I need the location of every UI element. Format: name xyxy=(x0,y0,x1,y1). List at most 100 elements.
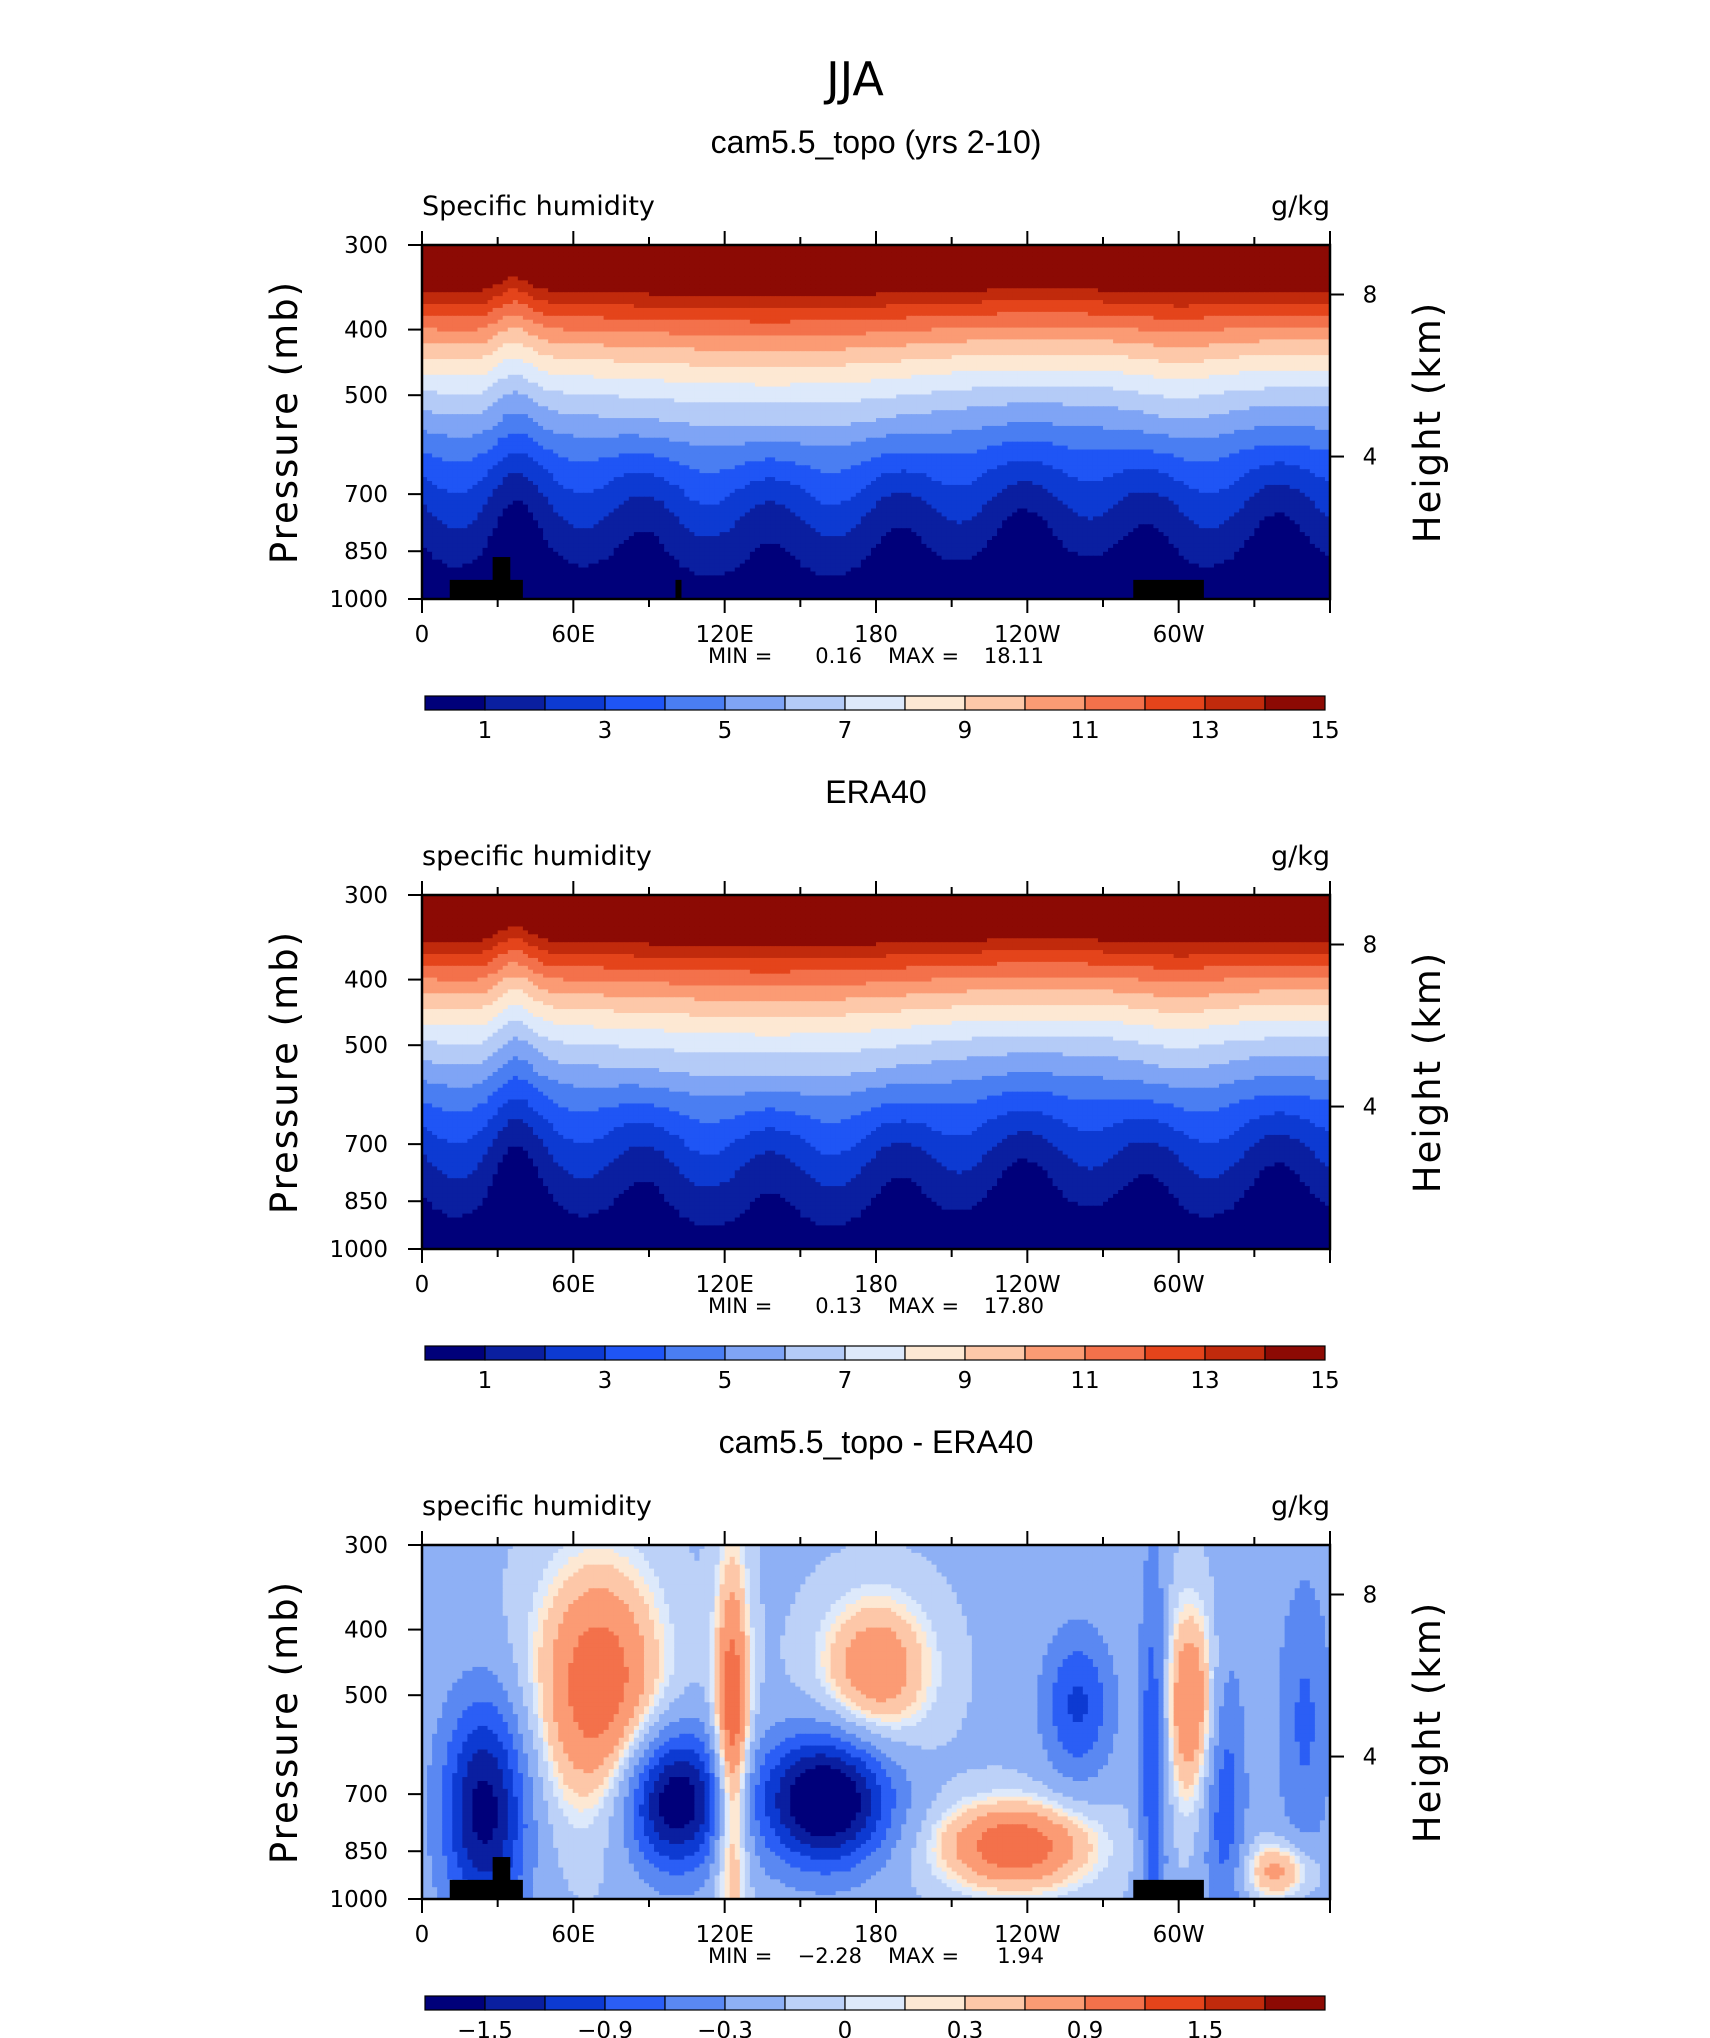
field-cell xyxy=(427,288,433,293)
field-cell xyxy=(750,261,756,266)
field-cell xyxy=(483,292,489,297)
field-cell xyxy=(1184,300,1190,305)
field-cell xyxy=(452,273,458,278)
field-cell xyxy=(967,284,973,289)
field-cell xyxy=(594,308,600,313)
field-cell xyxy=(1042,265,1048,270)
field-cell xyxy=(533,304,539,309)
field-cell xyxy=(442,265,448,270)
field-cell xyxy=(1305,300,1311,305)
field-cell xyxy=(1184,265,1190,270)
field-cell xyxy=(1194,296,1200,301)
field-cell xyxy=(901,296,907,301)
field-cell xyxy=(508,288,514,293)
field-cell xyxy=(659,265,665,270)
field-cell xyxy=(609,261,615,266)
field-cell xyxy=(573,253,579,258)
field-cell xyxy=(1093,296,1099,301)
field-cell xyxy=(1068,276,1074,281)
field-cell xyxy=(442,304,448,309)
field-cell xyxy=(553,249,559,254)
field-cell xyxy=(1113,257,1119,262)
field-cell xyxy=(896,300,902,305)
field-cell xyxy=(972,253,978,258)
field-cell xyxy=(1113,253,1119,258)
field-cell xyxy=(563,276,569,281)
field-cell xyxy=(462,265,468,270)
field-cell xyxy=(694,304,700,309)
field-cell xyxy=(750,269,756,274)
field-cell xyxy=(1174,273,1180,278)
field-cell xyxy=(1063,296,1069,301)
field-cell xyxy=(493,304,499,309)
field-cell xyxy=(836,284,842,289)
field-cell xyxy=(483,304,489,309)
field-cell xyxy=(553,257,559,262)
field-cell xyxy=(493,284,499,289)
field-cell xyxy=(926,284,932,289)
field-cell xyxy=(871,261,877,266)
field-cell xyxy=(1073,280,1079,285)
field-cell xyxy=(896,284,902,289)
field-cell xyxy=(901,253,907,258)
field-cell xyxy=(1234,304,1240,309)
field-cell xyxy=(810,276,816,281)
field-cell xyxy=(467,296,473,301)
field-cell xyxy=(488,276,494,281)
field-cell xyxy=(1032,249,1038,254)
field-cell xyxy=(942,261,948,266)
field-cell xyxy=(1305,292,1311,297)
field-cell xyxy=(1184,269,1190,274)
field-cell xyxy=(972,249,978,254)
field-cell xyxy=(735,265,741,270)
field-cell xyxy=(533,300,539,305)
field-cell xyxy=(437,300,443,305)
field-cell xyxy=(1032,261,1038,266)
field-cell xyxy=(770,288,776,293)
field-cell xyxy=(432,273,438,278)
field-cell xyxy=(1214,296,1220,301)
field-cell xyxy=(1254,304,1260,309)
field-cell xyxy=(1264,269,1270,274)
field-cell xyxy=(1239,280,1245,285)
field-cell xyxy=(846,304,852,309)
field-cell xyxy=(442,300,448,305)
field-cell xyxy=(654,261,660,266)
field-cell xyxy=(679,265,685,270)
field-cell xyxy=(735,249,741,254)
field-cell xyxy=(1315,273,1321,278)
field-cell xyxy=(1290,284,1296,289)
field-cell xyxy=(942,253,948,258)
field-cell xyxy=(639,308,645,313)
field-cell xyxy=(664,253,670,258)
field-cell xyxy=(992,308,998,313)
field-cell xyxy=(972,304,978,309)
field-cell xyxy=(942,276,948,281)
field-cell xyxy=(1285,261,1291,266)
field-cell xyxy=(1239,288,1245,293)
field-cell xyxy=(780,288,786,293)
field-cell xyxy=(1285,280,1291,285)
field-cell xyxy=(1259,300,1265,305)
field-cell xyxy=(669,292,675,297)
field-cell xyxy=(1113,300,1119,305)
field-cell xyxy=(866,265,872,270)
field-cell xyxy=(447,249,453,254)
field-cell xyxy=(1158,265,1164,270)
field-cell xyxy=(765,296,771,301)
field-cell xyxy=(715,292,721,297)
field-cell xyxy=(790,273,796,278)
field-cell xyxy=(488,284,494,289)
field-cell xyxy=(462,269,468,274)
field-cell xyxy=(513,288,519,293)
field-cell xyxy=(735,288,741,293)
field-cell xyxy=(523,308,529,313)
field-cell xyxy=(1305,296,1311,301)
field-cell xyxy=(725,273,731,278)
field-cell xyxy=(1219,284,1225,289)
field-cell xyxy=(795,304,801,309)
field-cell xyxy=(715,284,721,289)
field-cell xyxy=(694,276,700,281)
field-cell xyxy=(689,253,695,258)
field-cell xyxy=(568,292,574,297)
